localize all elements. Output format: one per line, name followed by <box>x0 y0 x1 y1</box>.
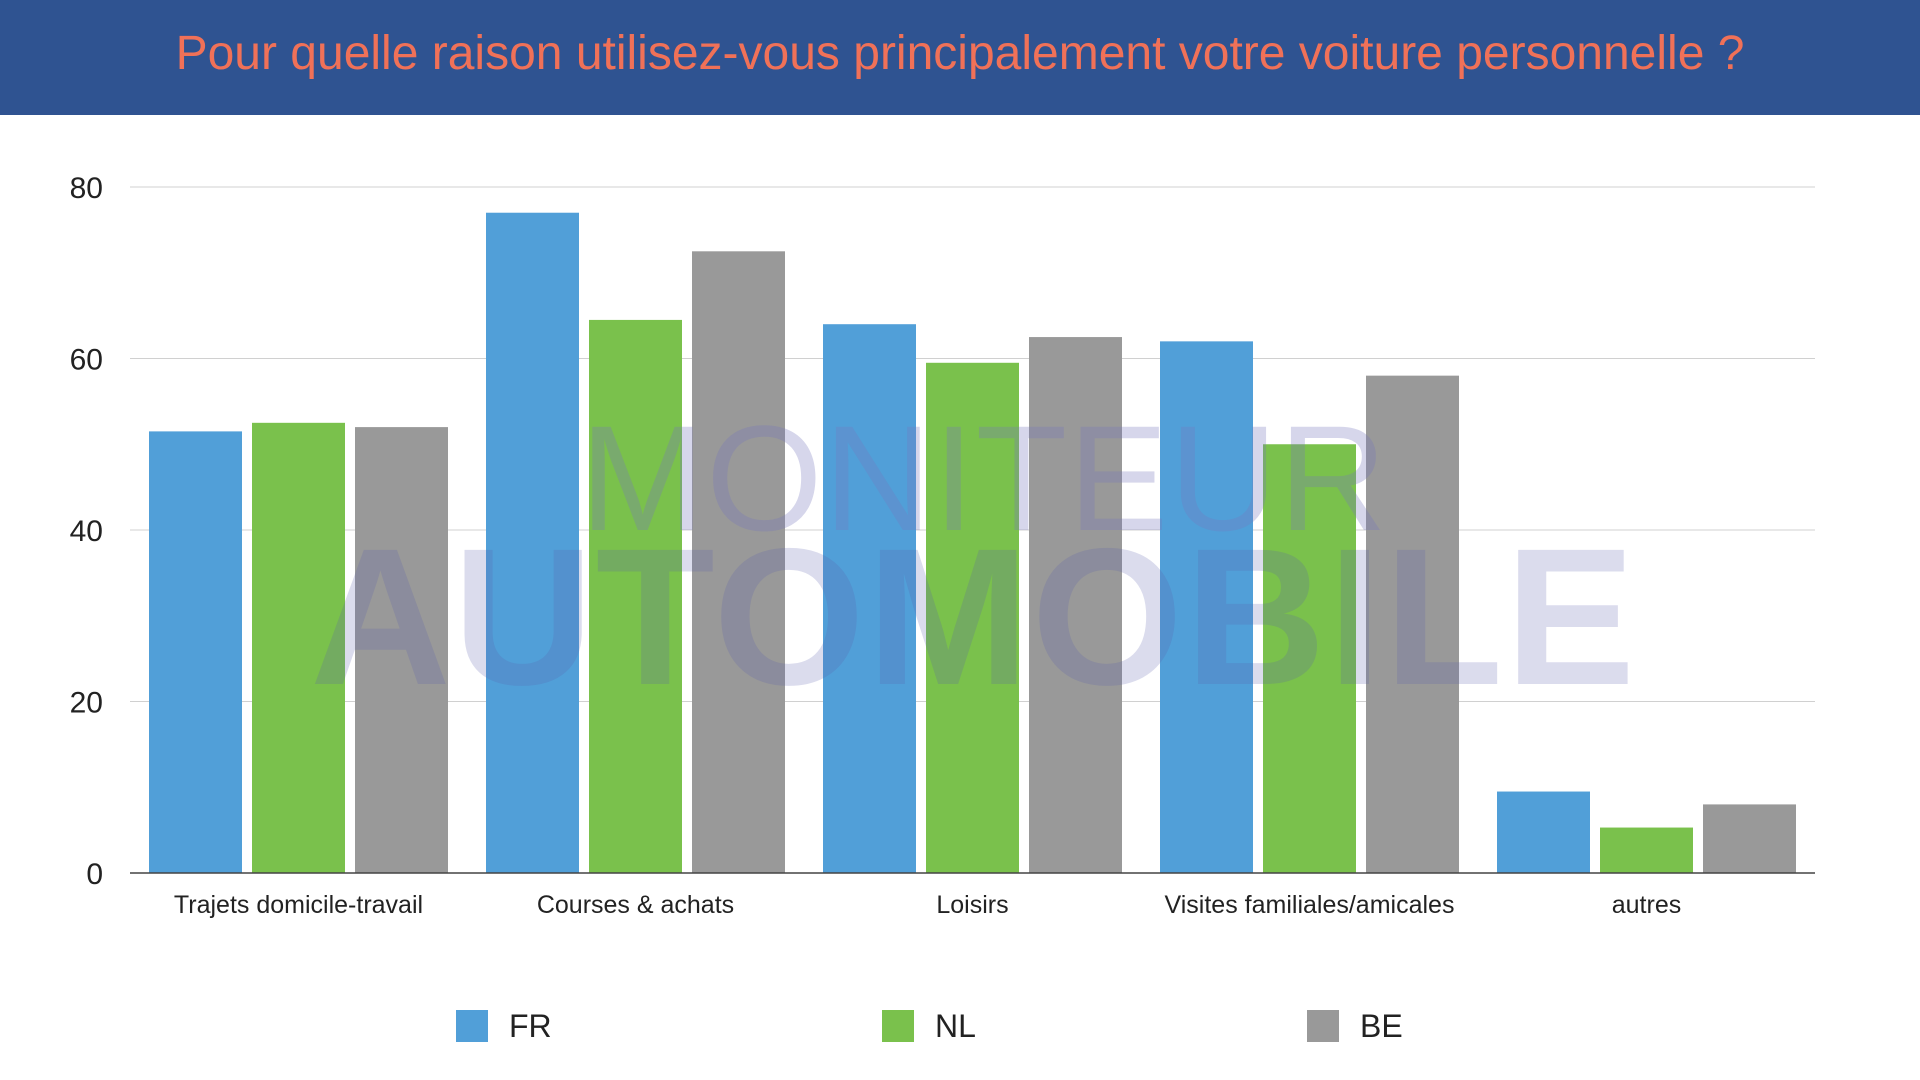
bar <box>252 422 345 873</box>
bar <box>926 362 1019 873</box>
bar <box>589 319 682 874</box>
header-bar: Pour quelle raison utilisez-vous princip… <box>0 0 1920 115</box>
legend-swatch <box>1307 1010 1339 1042</box>
bar <box>149 431 242 873</box>
legend-label: FR <box>509 1008 552 1044</box>
bar <box>1366 375 1459 873</box>
bar <box>823 324 916 873</box>
legend-label: NL <box>935 1008 976 1044</box>
x-tick-label: Courses & achats <box>537 891 734 919</box>
y-tick-label: 80 <box>70 172 103 205</box>
bar <box>1703 804 1796 873</box>
bar <box>1029 337 1122 873</box>
bar <box>1497 791 1590 873</box>
y-tick-label: 40 <box>70 515 103 548</box>
y-tick-label: 20 <box>70 687 103 720</box>
x-tick-label: autres <box>1612 891 1681 919</box>
bar <box>1600 827 1693 873</box>
x-tick-label: Visites familiales/amicales <box>1165 891 1455 919</box>
legend-label: BE <box>1360 1008 1403 1044</box>
legend-swatch <box>456 1010 488 1042</box>
chart-title: Pour quelle raison utilisez-vous princip… <box>175 27 1745 80</box>
bar <box>486 212 579 874</box>
x-tick-label: Loisirs <box>936 891 1008 919</box>
bar <box>692 251 785 873</box>
bar <box>1160 341 1253 874</box>
x-tick-label: Trajets domicile-travail <box>174 891 423 919</box>
bar <box>355 427 448 873</box>
bar <box>1263 444 1356 873</box>
y-tick-label: 60 <box>70 344 103 377</box>
y-tick-label: 0 <box>86 858 103 891</box>
legend-swatch <box>882 1010 914 1042</box>
